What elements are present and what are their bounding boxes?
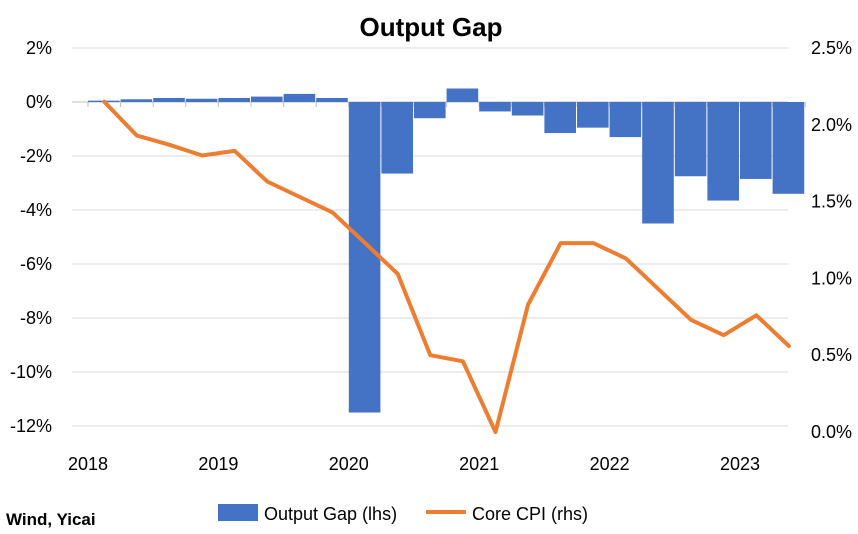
right-tick-label-1: 2.0% bbox=[811, 115, 852, 135]
chart-title: Output Gap bbox=[360, 12, 503, 42]
bar-output-gap-9 bbox=[381, 102, 413, 174]
bar-output-gap-16 bbox=[609, 102, 642, 138]
line-series-core-cpi bbox=[102, 99, 791, 434]
x-tick-label-2021: 2021 bbox=[459, 454, 499, 474]
left-tick-label-5: -8% bbox=[20, 308, 52, 328]
right-tick-label-0: 2.5% bbox=[811, 38, 852, 58]
legend-label-core-cpi: Core CPI (rhs) bbox=[472, 504, 588, 524]
bar-output-gap-15 bbox=[577, 102, 609, 128]
left-axis: 2% 0% -2% -4% -6% -8% -10% -12% bbox=[10, 38, 52, 436]
bar-output-gap-6 bbox=[283, 93, 316, 102]
left-tick-label-2: -2% bbox=[20, 146, 52, 166]
source-note: Wind, Yicai bbox=[6, 510, 96, 529]
bar-output-gap-1 bbox=[120, 99, 153, 102]
bar-output-gap-13 bbox=[511, 102, 544, 116]
legend-swatch-output-gap bbox=[218, 504, 258, 521]
core-cpi-line bbox=[102, 99, 791, 434]
left-tick-label-6: -10% bbox=[10, 362, 52, 382]
legend: Output Gap (lhs) Core CPI (rhs) bbox=[218, 504, 588, 524]
left-tick-label-1: 0% bbox=[26, 92, 52, 112]
x-tick-label-2023: 2023 bbox=[720, 454, 760, 474]
bar-output-gap-21 bbox=[772, 102, 805, 194]
left-tick-label-0: 2% bbox=[26, 38, 52, 58]
left-tick-label-4: -6% bbox=[20, 254, 52, 274]
bar-output-gap-14 bbox=[544, 102, 576, 134]
right-tick-label-2: 1.5% bbox=[811, 192, 852, 212]
left-tick-label-7: -12% bbox=[10, 416, 52, 436]
right-tick-label-4: 0.5% bbox=[811, 345, 852, 365]
x-tick-label-2018: 2018 bbox=[68, 454, 108, 474]
right-axis: 2.5% 2.0% 1.5% 1.0% 0.5% 0.0% bbox=[811, 38, 852, 442]
x-tick-label-2019: 2019 bbox=[198, 454, 238, 474]
x-axis: 2018 2019 2020 2021 2022 2023 bbox=[68, 454, 760, 474]
legend-label-output-gap: Output Gap (lhs) bbox=[264, 504, 397, 524]
bar-output-gap-18 bbox=[674, 102, 707, 177]
bar-output-gap-4 bbox=[218, 97, 250, 102]
bar-output-gap-11 bbox=[446, 88, 479, 102]
bar-output-gap-7 bbox=[316, 97, 348, 102]
bar-output-gap-12 bbox=[479, 102, 511, 112]
bar-output-gap-10 bbox=[414, 102, 446, 119]
bar-output-gap-5 bbox=[251, 96, 283, 102]
left-tick-label-3: -4% bbox=[20, 200, 52, 220]
bar-output-gap-2 bbox=[153, 97, 185, 102]
x-tick-label-2022: 2022 bbox=[590, 454, 630, 474]
right-tick-label-5: 0.0% bbox=[811, 422, 852, 442]
bar-output-gap-8 bbox=[348, 102, 381, 413]
bar-output-gap-19 bbox=[707, 102, 739, 201]
bar-output-gap-17 bbox=[642, 102, 674, 224]
bar-series-output-gap bbox=[88, 88, 805, 413]
bar-output-gap-3 bbox=[185, 98, 218, 102]
x-tick-label-2020: 2020 bbox=[329, 454, 369, 474]
bar-output-gap-20 bbox=[740, 102, 772, 179]
right-tick-label-3: 1.0% bbox=[811, 268, 852, 288]
